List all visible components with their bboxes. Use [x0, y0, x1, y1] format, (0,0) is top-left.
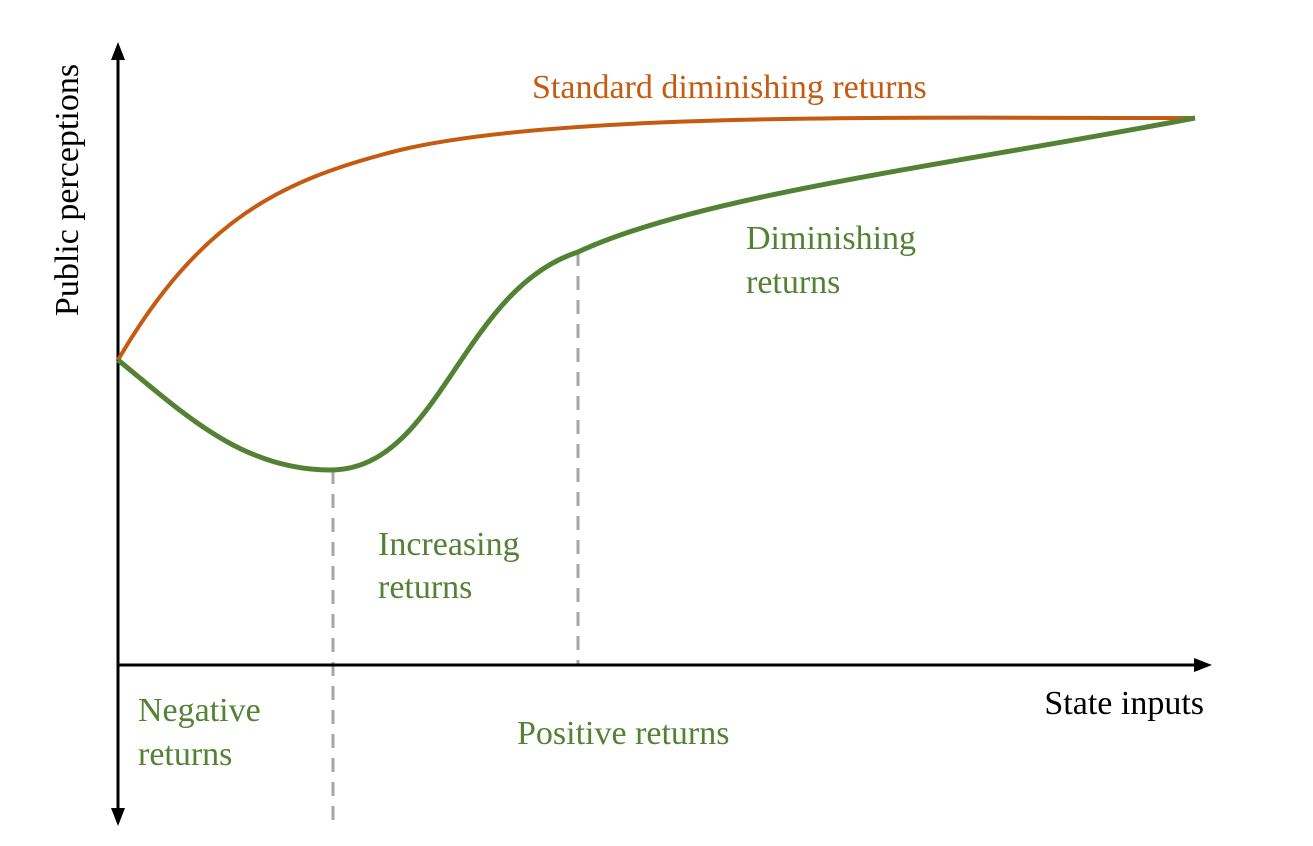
x-axis-arrow-right-icon — [1194, 658, 1212, 672]
x-axis — [118, 658, 1212, 672]
increasing-label-line2: returns — [378, 569, 472, 606]
standard-curve-label: Standard diminishing returns — [532, 69, 927, 106]
positive-returns-label: Positive returns — [517, 715, 729, 752]
green-returns-curve — [116, 115, 1196, 473]
y-axis-arrow-down-icon — [111, 808, 125, 826]
increasing-label-line1: Increasing — [378, 526, 520, 563]
standard-diminishing-curve — [116, 115, 1196, 362]
x-axis-label: State inputs — [1044, 685, 1204, 722]
negative-returns-line1: Negative — [138, 692, 261, 729]
y-axis-arrow-up-icon — [111, 42, 125, 60]
diminishing-label-line2: returns — [746, 264, 840, 301]
negative-returns-line2: returns — [138, 736, 232, 773]
y-axis — [111, 42, 125, 826]
y-axis-label: Public perceptions — [49, 64, 86, 316]
diminishing-label-line1: Diminishing — [746, 220, 916, 257]
